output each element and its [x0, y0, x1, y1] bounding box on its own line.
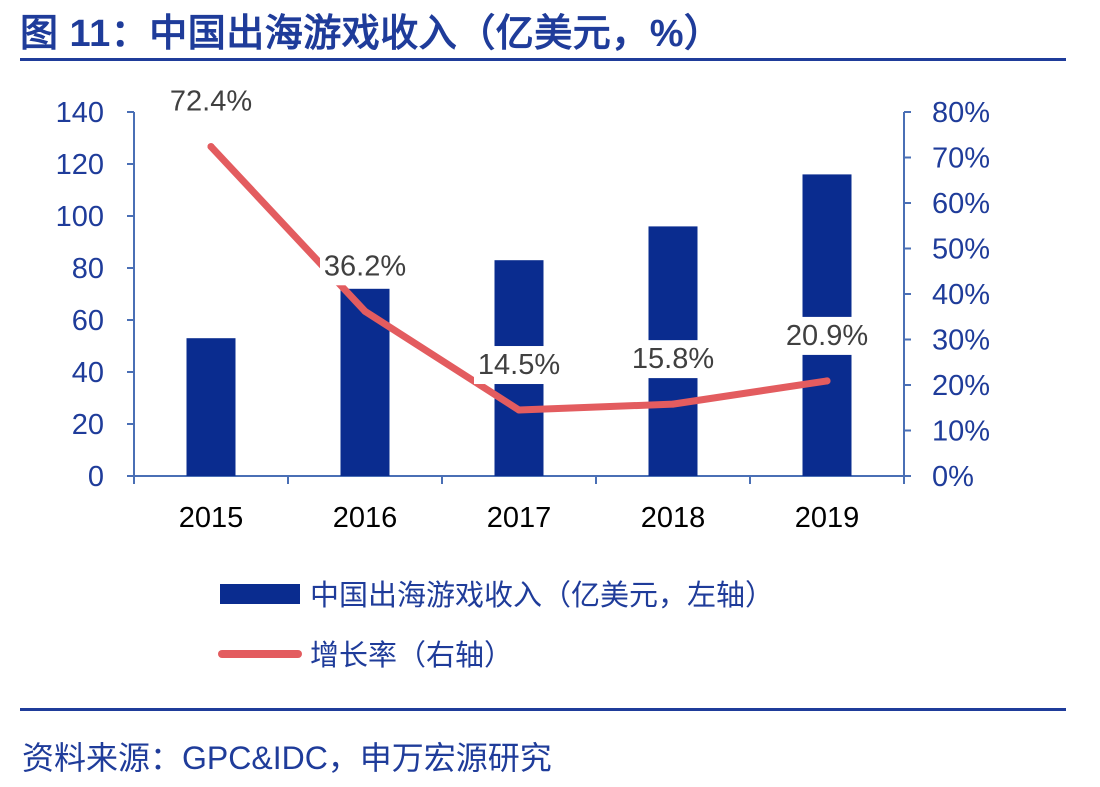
data-label-2018: 15.8% — [632, 343, 714, 375]
x-tick-label: 2015 — [179, 502, 244, 534]
left-tick-label: 100 — [56, 201, 104, 233]
growth-point-2019 — [823, 377, 831, 385]
right-tick-label: 70% — [932, 143, 990, 175]
growth-point-2017 — [515, 406, 523, 414]
right-tick-label: 50% — [932, 234, 990, 266]
data-label-bg — [166, 82, 256, 121]
legend-bar-label: 中国出海游戏收入（亿美元，左轴） — [310, 579, 774, 612]
source-note: 资料来源：GPC&IDC，申万宏源研究 — [22, 740, 552, 776]
left-tick-label: 140 — [56, 97, 104, 129]
right-tick-label: 20% — [932, 370, 990, 402]
growth-point-2015 — [207, 143, 215, 151]
data-labels: 72.4% 36.2% 14.5% 15.8% 20.9% — [166, 82, 872, 385]
data-label-bg — [474, 346, 564, 385]
data-label-2016: 36.2% — [324, 250, 406, 282]
legend: 中国出海游戏收入（亿美元，左轴） 增长率（右轴） — [218, 579, 774, 672]
title-rule — [20, 58, 1066, 61]
chart: 0 20 40 60 80 100 120 140 0% 10% 20% 30% 40% 50% 60% 70… — [55, 82, 991, 672]
x-tick-label: 2017 — [487, 502, 552, 534]
growth-point-2018 — [669, 400, 677, 408]
data-label-2015: 72.4% — [170, 86, 252, 118]
data-label-bg — [782, 316, 872, 355]
left-tick-label: 20 — [72, 409, 104, 441]
legend-line-label: 增长率（右轴） — [310, 639, 513, 672]
data-label-2019: 20.9% — [786, 320, 868, 352]
right-tick-label: 10% — [932, 416, 990, 448]
figure-title: 图 11：中国出海游戏收入（亿美元，%） — [20, 13, 723, 55]
legend-bar-swatch — [220, 584, 300, 604]
data-label-2017: 14.5% — [478, 349, 560, 381]
growth-point-2016 — [361, 307, 369, 315]
left-tick-label: 80 — [72, 253, 104, 285]
left-tick-label: 60 — [72, 305, 104, 337]
axes: 0 20 40 60 80 100 120 140 0% 10% 20% 30% 40% 50% 60% 70… — [56, 97, 990, 534]
right-tick-label: 0% — [932, 461, 974, 493]
bar-2015 — [186, 338, 236, 476]
growth-line — [207, 143, 831, 414]
x-tick-label: 2019 — [795, 502, 860, 534]
left-tick-label: 120 — [56, 149, 104, 181]
right-tick-label: 80% — [932, 97, 990, 129]
data-label-bg — [320, 247, 410, 286]
data-label-bg — [628, 340, 718, 379]
source-rule — [20, 708, 1066, 711]
right-tick-label: 60% — [932, 188, 990, 220]
left-tick-label: 0 — [88, 461, 104, 493]
right-tick-label: 30% — [932, 325, 990, 357]
bar-2016 — [340, 288, 390, 476]
left-tick-label: 40 — [72, 357, 104, 389]
x-tick-label: 2018 — [641, 502, 706, 534]
right-tick-label: 40% — [932, 279, 990, 311]
x-tick-label: 2016 — [333, 502, 398, 534]
bars — [186, 174, 852, 476]
